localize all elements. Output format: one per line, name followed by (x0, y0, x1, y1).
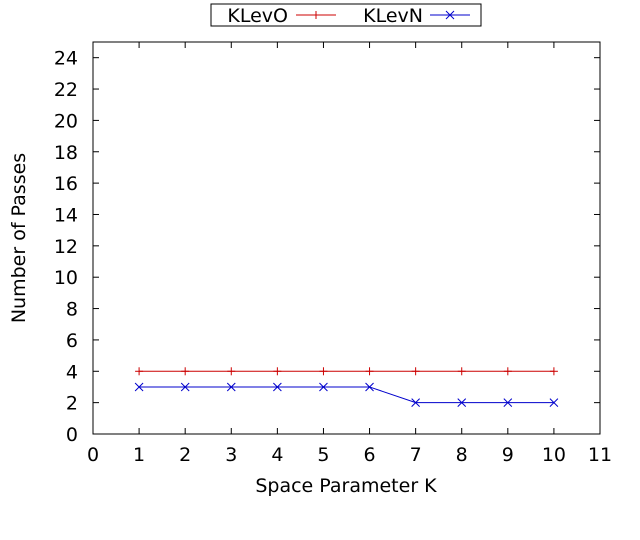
legend: KLevO KLevN (210, 3, 482, 27)
y-tick-label: 2 (66, 393, 78, 415)
y-tick-label: 24 (54, 48, 78, 70)
data-point-klevo (365, 367, 374, 376)
x-tick-label: 1 (133, 444, 145, 466)
legend-sample-klevo (296, 11, 336, 19)
x-axis: 0 1 2 3 4 5 6 7 8 9 10 11 (87, 42, 612, 466)
y-tick-label: 4 (66, 361, 78, 383)
data-point-klevo (457, 367, 466, 376)
legend-label-klevo: KLevO (227, 5, 288, 27)
data-point-klevo (549, 367, 558, 376)
x-tick-label: 4 (271, 444, 283, 466)
y-tick-label: 14 (54, 204, 78, 226)
x-tick-label: 0 (87, 444, 99, 466)
x-tick-label: 7 (410, 444, 422, 466)
y-tick-label: 22 (54, 79, 78, 101)
legend-box (210, 3, 482, 27)
y-axis-title: Number of Passes (8, 153, 30, 323)
y-tick-label: 20 (54, 110, 78, 132)
x-tick-label: 5 (317, 444, 329, 466)
y-tick-label: 18 (54, 142, 78, 164)
x-tick-label: 3 (225, 444, 237, 466)
data-point-klevo (135, 367, 144, 376)
data-point-klevn (457, 398, 467, 407)
series-layer (134, 367, 559, 407)
data-point-klevn (411, 398, 420, 407)
data-point-klevn (180, 382, 190, 392)
data-point-klevn (503, 398, 513, 407)
series-line-klevn (139, 386, 554, 404)
x-tick-label: 11 (588, 444, 612, 466)
y-tick-label: 12 (54, 236, 78, 258)
data-point-klevo (319, 367, 328, 376)
y-tick-label: 0 (66, 424, 78, 446)
x-axis-title: Space Parameter K (255, 475, 437, 497)
data-point-klevo (273, 367, 282, 376)
x-tick-label: 2 (179, 444, 191, 466)
data-point-klevo (181, 367, 190, 376)
y-tick-label: 6 (66, 330, 78, 352)
data-point-klevo (503, 367, 512, 376)
y-tick-label: 16 (54, 173, 78, 195)
legend-sample-klevn (430, 10, 470, 20)
legend-marker-klevo (312, 11, 320, 19)
data-point-klevn (365, 382, 374, 392)
data-point-klevn (549, 398, 559, 407)
plot-frame (92, 41, 601, 435)
y-tick-label: 8 (66, 299, 78, 321)
x-tick-label: 6 (363, 444, 375, 466)
data-point-klevn (273, 382, 282, 392)
y-tick-label: 10 (54, 267, 78, 289)
data-point-klevo (411, 367, 420, 376)
legend-marker-klevn (445, 10, 455, 20)
data-point-klevn (134, 382, 144, 392)
legend-label-klevn: KLevN (363, 5, 423, 27)
data-point-klevo (227, 367, 236, 376)
x-tick-label: 8 (456, 444, 468, 466)
x-tick-label: 10 (542, 444, 566, 466)
data-point-klevn (319, 382, 328, 392)
data-point-klevn (226, 382, 236, 392)
x-tick-label: 9 (502, 444, 514, 466)
